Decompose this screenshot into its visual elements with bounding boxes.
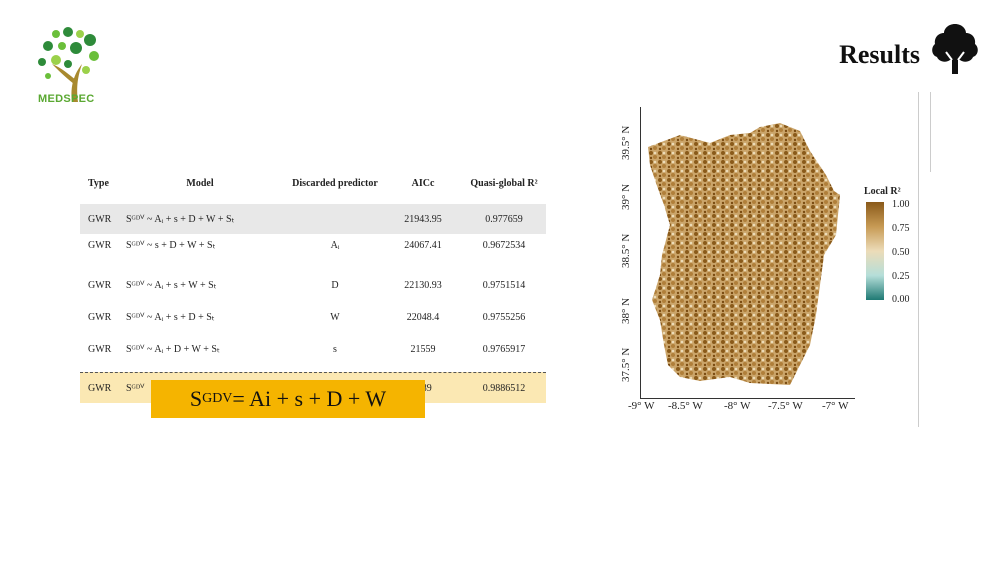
y-tick: 37.5° N — [620, 347, 632, 382]
x-tick: -7° W — [822, 400, 849, 412]
row-r2: 0.9672534 — [482, 239, 526, 251]
row-r2: 0.9765917 — [482, 343, 526, 355]
row-model: Sᴳᴰⱽ ~ Aᵢ + s + D + Sₜ — [126, 311, 215, 323]
row-model: Sᴳᴰⱽ — [126, 382, 145, 394]
row-model: Sᴳᴰⱽ ~ Aᵢ + s + W + Sₜ — [126, 279, 217, 291]
y-tick: 38.5° N — [620, 233, 632, 268]
header-type: Type — [88, 177, 109, 189]
y-tick: 39.5° N — [620, 125, 632, 160]
row-aicc: 21559 — [410, 343, 436, 355]
formula-rhs: = Ai + s + D + W — [232, 386, 387, 411]
page-title: Results — [839, 40, 920, 69]
legend-colorbar — [866, 202, 884, 300]
formula-sub: GDV — [202, 391, 233, 406]
legend-tick: 0.00 — [892, 294, 910, 305]
legend-tick: 1.00 — [892, 199, 910, 210]
x-tick: -7.5° W — [768, 400, 803, 412]
row-aicc: 22048.4 — [406, 311, 440, 323]
row-aicc: 24067.41 — [404, 239, 442, 251]
table-header-row: Type Model Discarded predictor AICc Quas… — [80, 168, 546, 198]
row-type: GWR — [88, 382, 112, 394]
row-aicc: 22130.93 — [404, 279, 442, 291]
row-type: GWR — [88, 343, 112, 355]
row-model: Sᴳᴰⱽ ~ Aᵢ + D + W + Sₜ — [126, 343, 220, 355]
row-model: Sᴳᴰⱽ ~ Aᵢ + s + D + W + Sₜ — [126, 213, 235, 225]
table-row: GWR Sᴳᴰⱽ ~ Aᵢ + s + D + W + Sₜ 21943.95 … — [80, 204, 546, 234]
local-r2-map — [648, 123, 840, 385]
table-row: GWR Sᴳᴰⱽ ~ Aᵢ + s + D + Sₜ W 22048.4 0.9… — [80, 302, 546, 332]
legend-title: Local R² — [864, 186, 901, 197]
y-tick: 38° N — [620, 297, 632, 324]
map-region — [648, 123, 840, 385]
x-tick: -9° W — [628, 400, 655, 412]
row-discarded: Aᵢ — [330, 239, 340, 251]
y-tick: 39° N — [620, 183, 632, 210]
x-tick: -8.5° W — [668, 400, 703, 412]
tree-icon — [932, 24, 978, 74]
row-model: Sᴳᴰⱽ ~ s + D + W + Sₜ — [126, 239, 216, 251]
table-row: GWR Sᴳᴰⱽ ~ Aᵢ + D + W + Sₜ s 21559 0.976… — [80, 334, 546, 364]
row-r2: 0.9751514 — [482, 279, 526, 291]
header-r2: Quasi-global R² — [470, 177, 538, 189]
formula-lhs: S — [189, 386, 203, 411]
row-r2: 0.9886512 — [482, 382, 526, 394]
legend-tick: 0.50 — [892, 247, 910, 258]
row-discarded: D — [331, 279, 339, 291]
divider — [918, 92, 919, 427]
header-model: Model — [186, 177, 214, 189]
row-type: GWR — [88, 311, 112, 323]
formula-callout: S GDV = Ai + s + D + W — [151, 380, 425, 418]
row-r2: 0.977659 — [485, 213, 523, 225]
legend-tick: 0.75 — [892, 223, 910, 234]
row-discarded: W — [330, 311, 340, 323]
logo-text: MEDSPEC — [38, 93, 95, 105]
row-type: GWR — [88, 279, 112, 291]
table-row: GWR Sᴳᴰⱽ ~ Aᵢ + s + W + Sₜ D 22130.93 0.… — [80, 270, 546, 300]
row-type: GWR — [88, 239, 112, 251]
divider — [930, 92, 931, 172]
x-axis-line — [640, 398, 855, 399]
header-aicc: AICc — [411, 177, 435, 189]
medspec-logo-icon — [38, 27, 99, 102]
legend-tick: 0.25 — [892, 271, 910, 282]
table-row: GWR Sᴳᴰⱽ ~ s + D + W + Sₜ Aᵢ 24067.41 0.… — [80, 230, 546, 260]
row-r2: 0.9755256 — [482, 311, 526, 323]
row-discarded: s — [333, 343, 337, 355]
row-type: GWR — [88, 213, 112, 225]
row-aicc: 21943.95 — [404, 213, 442, 225]
x-tick: -8° W — [724, 400, 751, 412]
y-axis-line — [640, 107, 641, 399]
header-discarded: Discarded predictor — [292, 177, 378, 189]
